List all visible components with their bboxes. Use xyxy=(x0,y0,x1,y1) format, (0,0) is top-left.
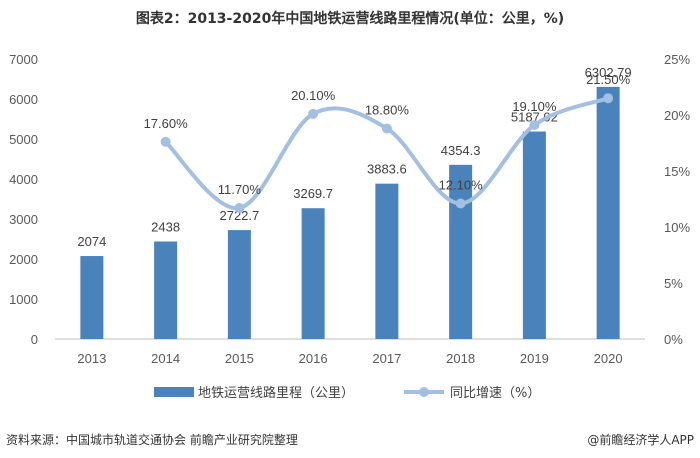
source-note: 资料来源：中国城市轨道交通协会 前瞻产业研究院整理 xyxy=(6,433,298,447)
bar xyxy=(301,208,325,339)
right-axis-tick-label: 5% xyxy=(664,276,683,291)
legend-bar-label: 地铁运营线路里程（公里） xyxy=(198,385,354,401)
category-labels: 2013 2014 2015 2016 2017 2018 2019 2020 xyxy=(77,351,622,366)
right-axis-ticks: 0% 5% 10% 15% 20% 25% xyxy=(664,52,690,347)
growth-value-label: 17.60% xyxy=(144,116,189,131)
growth-value-label: 12.10% xyxy=(439,177,484,192)
bar xyxy=(449,164,473,339)
brand-credit: @前瞻经济学人APP xyxy=(587,433,694,447)
bar-value-label: 6302.79 xyxy=(585,65,632,80)
bar xyxy=(375,183,399,339)
x-axis-tick-label: 2019 xyxy=(520,351,549,366)
left-axis-tick-label: 2000 xyxy=(9,252,38,267)
growth-marker xyxy=(381,123,392,134)
growth-value-label: 18.80% xyxy=(365,102,410,117)
growth-value-label: 19.10% xyxy=(512,99,557,114)
x-axis-tick-label: 2017 xyxy=(372,351,401,366)
bar-value-label: 2074 xyxy=(77,234,106,249)
legend-bar-swatch xyxy=(154,387,194,397)
chart-title: 图表2：2013-2020年中国地铁运营线路里程情况(单位：公里，%) xyxy=(135,11,565,27)
legend: 地铁运营线路里程（公里） 同比增速（%） xyxy=(154,385,540,401)
x-axis-tick-label: 2014 xyxy=(151,351,180,366)
growth-marker xyxy=(529,120,540,131)
left-axis-tick-label: 5000 xyxy=(9,132,38,147)
left-axis-tick-label: 6000 xyxy=(9,92,38,107)
bar-value-label: 5187.02 xyxy=(511,110,558,125)
bar xyxy=(80,256,104,339)
right-axis-tick-label: 15% xyxy=(664,164,690,179)
legend-line-label: 同比增速（%） xyxy=(450,386,540,401)
growth-markers xyxy=(160,93,614,213)
growth-marker xyxy=(160,136,171,147)
bar-value-label: 4354.3 xyxy=(441,143,481,158)
bar-value-label: 3269.7 xyxy=(293,186,333,201)
left-axis-tick-label: 1000 xyxy=(9,292,38,307)
bar-value-label: 2438 xyxy=(151,219,180,234)
bar xyxy=(596,86,620,339)
left-axis-tick-label: 0 xyxy=(31,332,38,347)
left-axis-tick-label: 4000 xyxy=(9,172,38,187)
left-axis-tick-label: 7000 xyxy=(9,52,38,67)
bar xyxy=(522,131,546,339)
bar xyxy=(227,230,251,339)
x-axis-tick-label: 2020 xyxy=(594,351,623,366)
left-axis-ticks: 0 1000 2000 3000 4000 5000 6000 7000 xyxy=(9,52,38,347)
growth-marker xyxy=(308,108,319,119)
right-axis-tick-label: 20% xyxy=(664,108,690,123)
growth-marker xyxy=(455,198,466,209)
right-axis-tick-label: 10% xyxy=(664,220,690,235)
growth-value-label: 21.50% xyxy=(586,72,631,87)
left-axis-tick-label: 3000 xyxy=(9,212,38,227)
legend-line-marker xyxy=(419,387,429,397)
growth-marker xyxy=(234,202,245,213)
bar-value-labels: 2074 2438 2722.7 3269.7 3883.6 4354.3 5187.02 6… xyxy=(77,65,631,249)
bar-value-label: 2722.7 xyxy=(219,208,259,223)
growth-marker xyxy=(603,93,614,104)
bars xyxy=(80,86,620,339)
x-axis-tick-label: 2016 xyxy=(299,351,328,366)
x-axis-tick-label: 2018 xyxy=(446,351,475,366)
x-axis-tick-label: 2015 xyxy=(225,351,254,366)
growth-value-label: 11.70% xyxy=(218,182,262,197)
bar xyxy=(154,241,178,339)
x-axis-tick-label: 2013 xyxy=(77,351,106,366)
growth-value-labels: 17.60% 11.70% 20.10% 18.80% 12.10% 19.10% 21.5… xyxy=(144,72,631,197)
right-axis-tick-label: 25% xyxy=(664,52,690,67)
growth-value-label: 20.10% xyxy=(291,88,336,103)
bar-value-label: 3883.6 xyxy=(367,162,407,177)
right-axis-tick-label: 0% xyxy=(664,332,683,347)
